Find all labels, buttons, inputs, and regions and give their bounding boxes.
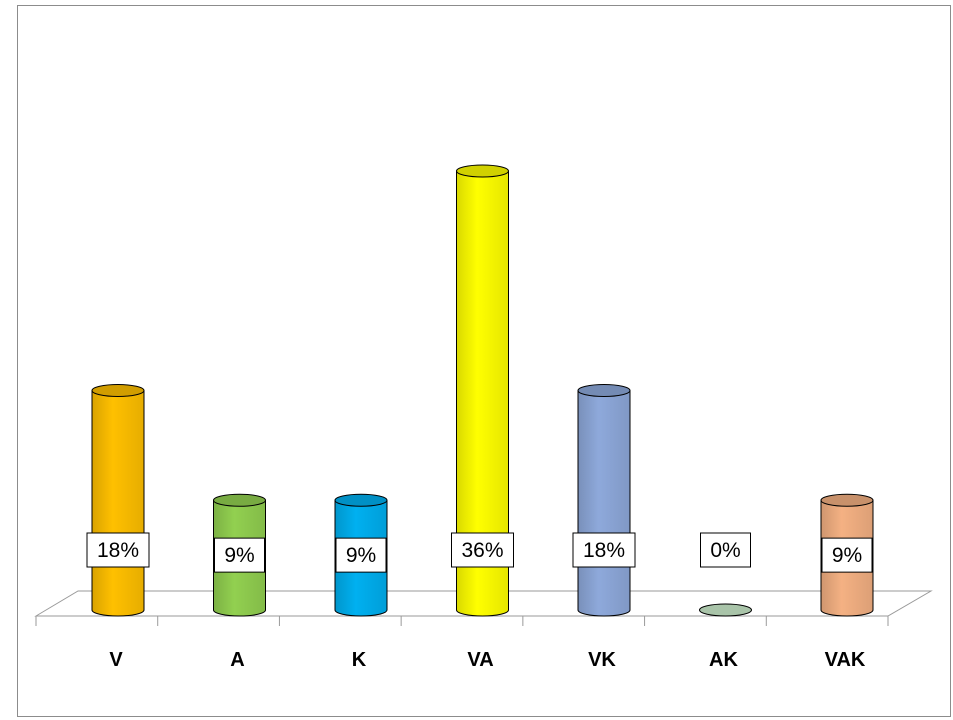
bar-top-a xyxy=(213,493,266,507)
bar-top-vak xyxy=(820,493,874,507)
bar-va xyxy=(456,164,509,617)
bar-ak xyxy=(699,603,752,617)
value-label-box xyxy=(335,537,387,573)
category-label-v: V xyxy=(109,649,123,671)
bar-top-va xyxy=(456,164,509,178)
value-label-text: 9% xyxy=(832,544,862,567)
value-label-text: 18% xyxy=(583,539,625,562)
value-label-va: 36% xyxy=(451,532,514,568)
value-label-a: 9% xyxy=(214,537,265,573)
value-label-box xyxy=(572,532,636,568)
value-label-box xyxy=(821,537,873,573)
value-label-ak: 0% xyxy=(700,532,751,568)
chart-frame: 18% 9% 9% 36% 18% 0% 9% V A K VA VK AK VAK xyxy=(17,5,951,717)
value-label-vak: 9% xyxy=(821,537,873,573)
bar-top-v xyxy=(91,384,145,397)
value-label-box xyxy=(451,532,514,568)
value-label-text: 0% xyxy=(710,539,740,562)
bar-body-vk xyxy=(577,390,631,617)
bar-top-k xyxy=(334,493,388,507)
category-label-k: K xyxy=(352,649,367,671)
category-label-vak: VAK xyxy=(825,649,866,671)
value-label-k: 9% xyxy=(335,537,387,573)
value-label-box xyxy=(214,537,265,573)
bar-v xyxy=(91,384,145,617)
bar-body-v xyxy=(91,390,145,617)
chart: 18% 9% 9% 36% 18% 0% 9% V A K VA VK AK VAK xyxy=(34,164,933,671)
value-label-vk: 18% xyxy=(572,532,636,568)
bar-body-va xyxy=(456,170,509,617)
bar-top-vk xyxy=(577,384,631,397)
value-label-box xyxy=(86,532,150,568)
value-label-text: 18% xyxy=(97,539,139,562)
value-labels-group: 18% 9% 9% 36% 18% 0% 9% xyxy=(86,532,873,573)
category-label-va: VA xyxy=(467,649,493,671)
category-label-a: A xyxy=(230,649,244,671)
bar-vk xyxy=(577,384,631,617)
category-labels-group: V A K VA VK AK VAK xyxy=(109,649,866,671)
bar-disc-ak xyxy=(699,603,752,617)
value-label-v: 18% xyxy=(86,532,150,568)
value-label-text: 9% xyxy=(346,544,376,567)
category-label-ak: AK xyxy=(709,649,738,671)
value-label-text: 36% xyxy=(461,539,503,562)
value-label-box xyxy=(700,532,751,568)
category-label-vk: VK xyxy=(588,649,616,671)
value-label-text: 9% xyxy=(224,544,254,567)
